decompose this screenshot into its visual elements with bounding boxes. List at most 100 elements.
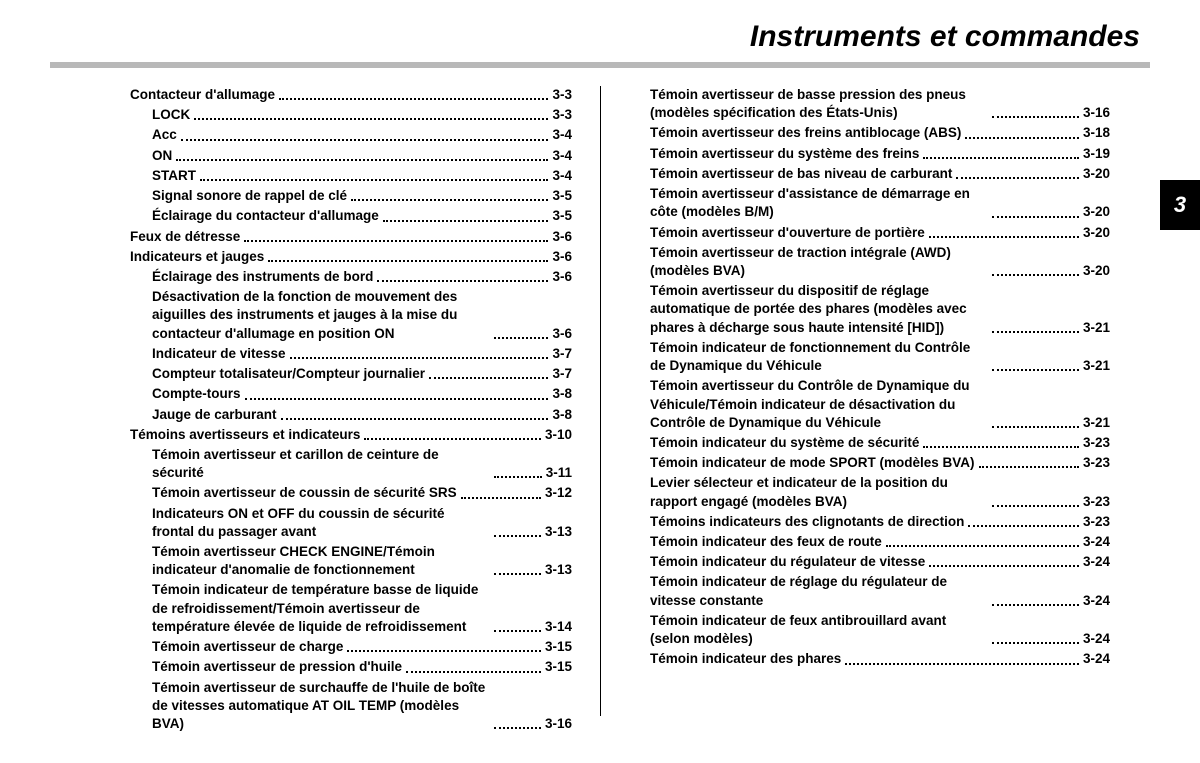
toc-page: 3-5 (552, 207, 572, 225)
leader-dots (923, 446, 1079, 448)
toc-row: LOCK3-3 (130, 106, 572, 124)
leader-dots (181, 139, 549, 141)
toc-label: Témoin indicateur de température basse d… (130, 581, 490, 636)
toc-row: ON3-4 (130, 147, 572, 165)
toc-row: Jauge de carburant3-8 (130, 406, 572, 424)
toc-row: Acc 3-4 (130, 126, 572, 144)
toc-column-left: Contacteur d'allumage3-3LOCK3-3Acc3-4ON3… (50, 86, 600, 735)
toc-row: Signal sonore de rappel de clé3-5 (130, 187, 572, 205)
toc-columns: Contacteur d'allumage3-3LOCK3-3Acc3-4ON3… (50, 86, 1150, 735)
toc-row: Levier sélecteur et indicateur de la pos… (628, 474, 1110, 510)
toc-page: 3-13 (545, 561, 572, 579)
toc-label: Désactivation de la fonction de mouvemen… (130, 288, 490, 343)
toc-page: 3-24 (1083, 592, 1110, 610)
toc-page: 3-23 (1083, 513, 1110, 531)
toc-label: Compte-tours (130, 385, 241, 403)
toc-label: Témoin avertisseur CHECK ENGINE/Témoin i… (130, 543, 490, 579)
leader-dots (956, 177, 1079, 179)
toc-page: 3-6 (552, 325, 572, 343)
toc-page: 3-20 (1083, 262, 1110, 280)
leader-dots (965, 137, 1079, 139)
toc-label: Témoin indicateur de feux antibrouillard… (628, 612, 988, 648)
toc-page: 3-21 (1083, 357, 1110, 375)
toc-row: Témoin indicateur des phares3-24 (628, 650, 1110, 668)
toc-page: 3-7 (552, 365, 572, 383)
toc-page: 3-11 (546, 464, 572, 482)
toc-label: Témoin avertisseur de traction intégrale… (628, 244, 988, 280)
toc-label: Compteur totalisateur/Compteur journalie… (130, 365, 425, 383)
toc-row: Témoin avertisseur d'ouverture de portiè… (628, 224, 1110, 242)
leader-dots (244, 240, 548, 242)
toc-row: Témoin avertisseur de coussin de sécurit… (130, 484, 572, 502)
toc-label: ON (130, 147, 172, 165)
toc-label: Acc (130, 126, 177, 144)
toc-label: Témoin avertisseur de surchauffe de l'hu… (130, 679, 490, 734)
toc-page: 3-7 (552, 345, 572, 363)
leader-dots (429, 377, 548, 379)
toc-page: 3-21 (1083, 319, 1110, 337)
toc-label: Témoin avertisseur et carillon de ceintu… (130, 446, 490, 482)
toc-label: Indicateur de vitesse (130, 345, 286, 363)
leader-dots (494, 573, 541, 575)
toc-page: 3-24 (1083, 650, 1110, 668)
toc-page: 3-6 (552, 248, 572, 266)
leader-dots (245, 398, 549, 400)
toc-page: 3-15 (545, 638, 572, 656)
toc-label: Témoin indicateur de mode SPORT (modèles… (628, 454, 975, 472)
leader-dots (992, 604, 1079, 606)
toc-row: Désactivation de la fonction de mouvemen… (130, 288, 572, 343)
toc-page: 3-16 (1083, 104, 1110, 122)
toc-page: 3-8 (552, 385, 572, 403)
toc-label: Éclairage du contacteur d'allumage (130, 207, 379, 225)
toc-row: Témoin indicateur de fonctionnement du C… (628, 339, 1110, 375)
toc-page: 3-24 (1083, 533, 1110, 551)
toc-label: Éclairage des instruments de bord (130, 268, 373, 286)
toc-page: 3-23 (1083, 434, 1110, 452)
toc-row: Témoin avertisseur de bas niveau de carb… (628, 165, 1110, 183)
leader-dots (290, 357, 549, 359)
toc-row: Témoins indicateurs des clignotants de d… (628, 513, 1110, 531)
toc-label: Signal sonore de rappel de clé (130, 187, 347, 205)
toc-page: 3-12 (545, 484, 572, 502)
toc-label: Indicateurs et jauges (130, 248, 264, 266)
leader-dots (268, 260, 548, 262)
leader-dots (347, 650, 541, 652)
leader-dots (176, 159, 548, 161)
toc-label: Témoin avertisseur du dispositif de régl… (628, 282, 988, 337)
toc-row: Témoin avertisseur de surchauffe de l'hu… (130, 679, 572, 734)
toc-label: Témoin indicateur de fonctionnement du C… (628, 339, 988, 375)
toc-label: Témoin avertisseur d'assistance de démar… (628, 185, 988, 221)
toc-row: Témoin indicateur du régulateur de vites… (628, 553, 1110, 571)
toc-row: START3-4 (130, 167, 572, 185)
toc-row: Témoin avertisseur des freins antiblocag… (628, 124, 1110, 142)
toc-label: Témoin avertisseur du système des freins (628, 145, 919, 163)
toc-label: Témoins avertisseurs et indicateurs (130, 426, 360, 444)
leader-dots (351, 199, 548, 201)
toc-page: 3-6 (552, 268, 572, 286)
toc-label: Témoin avertisseur des freins antiblocag… (628, 124, 961, 142)
toc-page: 3-4 (552, 126, 572, 144)
toc-row: Compteur totalisateur/Compteur journalie… (130, 365, 572, 383)
leader-dots (845, 663, 1079, 665)
page-title: Instruments et commandes (50, 20, 1150, 54)
toc-row: Témoin avertisseur de pression d'huile3-… (130, 658, 572, 676)
toc-row: Témoin avertisseur CHECK ENGINE/Témoin i… (130, 543, 572, 579)
toc-page: 3-6 (552, 228, 572, 246)
toc-row: Témoins avertisseurs et indicateurs3-10 (130, 426, 572, 444)
leader-dots (279, 98, 548, 100)
toc-row: Témoin avertisseur de charge3-15 (130, 638, 572, 656)
toc-label: Témoin avertisseur de bas niveau de carb… (628, 165, 952, 183)
toc-label: Témoin avertisseur de basse pression des… (628, 86, 988, 122)
toc-label: Témoin avertisseur du Contrôle de Dynami… (628, 377, 988, 432)
horizontal-rule (50, 62, 1150, 68)
toc-label: Feux de détresse (130, 228, 240, 246)
leader-dots (194, 118, 548, 120)
chapter-tab: 3 (1160, 180, 1200, 230)
toc-page: 3-3 (552, 86, 572, 104)
leader-dots (200, 179, 548, 181)
toc-row: Éclairage des instruments de bord 3-6 (130, 268, 572, 286)
toc-row: Feux de détresse 3-6 (130, 228, 572, 246)
leader-dots (494, 476, 542, 478)
toc-label: Témoin indicateur du régulateur de vites… (628, 553, 925, 571)
leader-dots (992, 642, 1079, 644)
